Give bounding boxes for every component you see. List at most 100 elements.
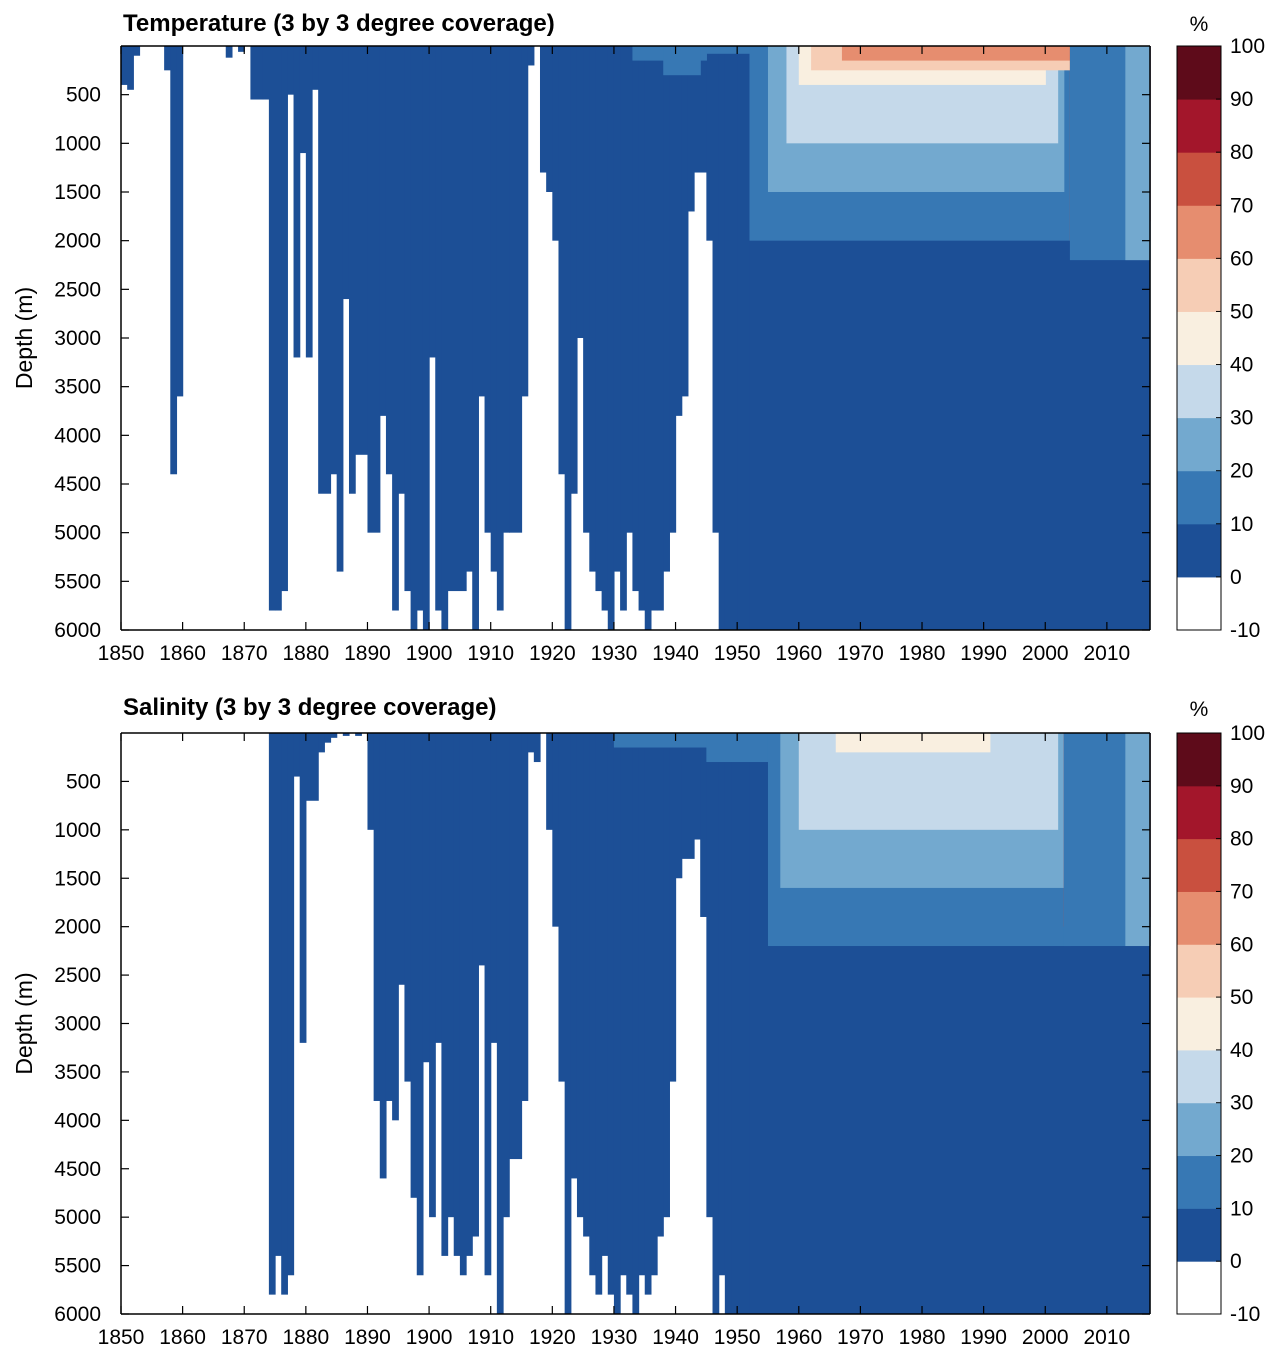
heatmap-cell xyxy=(287,46,295,95)
heatmap-cell xyxy=(422,46,430,630)
heatmap-cell xyxy=(687,46,695,212)
heatmap-cell xyxy=(835,733,991,753)
colorbar-tick-label: 90 xyxy=(1230,88,1253,111)
y-tick-label: 5000 xyxy=(54,1206,101,1229)
x-tick-label: 1880 xyxy=(282,642,329,665)
colorbar-tick-label: 50 xyxy=(1230,986,1253,1009)
x-tick-label: 1890 xyxy=(344,1326,391,1349)
heatmap-cell xyxy=(681,733,695,859)
heatmap-cell xyxy=(521,46,529,397)
heatmap-cell xyxy=(558,733,566,1082)
heatmap-cell xyxy=(355,733,362,736)
heatmap-cell xyxy=(435,733,443,1043)
heatmap-cell xyxy=(416,733,424,1276)
heatmap-cell xyxy=(527,46,535,66)
heatmap-cell xyxy=(466,733,473,1256)
heatmap-cell xyxy=(737,46,751,630)
colorbar-tick-label: 30 xyxy=(1230,1092,1253,1115)
heatmap-cell xyxy=(410,46,418,630)
heatmap-cell xyxy=(238,46,245,52)
colorbar-tick-label: 100 xyxy=(1230,722,1265,745)
chart-title: Salinity (3 by 3 degree coverage) xyxy=(123,694,497,721)
heatmap-cell xyxy=(330,733,338,738)
heatmap-cell xyxy=(478,46,486,397)
heatmap-cell xyxy=(570,46,578,494)
heatmap-cell xyxy=(669,733,677,1082)
heatmap-cell xyxy=(607,733,615,1295)
heatmap-cell xyxy=(472,46,479,630)
y-tick-label: 6000 xyxy=(54,619,101,642)
heatmap-cell xyxy=(305,733,319,801)
heatmap-cell xyxy=(472,733,479,1237)
x-tick-label: 1860 xyxy=(159,642,206,665)
heatmap-cell xyxy=(632,46,640,592)
x-tick-label: 1850 xyxy=(98,1326,145,1349)
heatmap-cell xyxy=(638,733,646,1276)
heatmap-cell xyxy=(367,733,375,830)
heatmap-cell xyxy=(841,46,1071,61)
heatmap-cell xyxy=(663,733,670,1218)
colorbar-tick-label: -10 xyxy=(1230,1303,1260,1326)
heatmap-cell xyxy=(527,733,535,753)
heatmap-cell xyxy=(293,46,301,358)
heatmap-cell xyxy=(379,46,387,416)
heatmap-cell xyxy=(490,733,498,1043)
y-tick-label: 4500 xyxy=(54,1158,101,1181)
colorbar-bin xyxy=(1177,364,1221,419)
x-tick-label: 1870 xyxy=(221,642,268,665)
heatmap-cell xyxy=(583,733,590,1237)
colorbar-tick-label: 60 xyxy=(1230,933,1253,956)
heatmap-cell xyxy=(558,46,566,475)
x-tick-label: 1850 xyxy=(98,642,145,665)
heatmap-cell xyxy=(392,46,399,611)
y-tick-label: 1500 xyxy=(54,181,101,204)
heatmap-cell xyxy=(638,46,646,611)
colorbar-bin xyxy=(1177,523,1221,578)
salinity-heatmap-chart: 1850 1860 1870 1880 1890 1900 1910 1920 1930 1940… xyxy=(11,694,1265,1349)
x-tick-label: 1980 xyxy=(899,642,946,665)
heatmap-cell xyxy=(650,733,658,1276)
heatmap-cell xyxy=(706,46,714,241)
x-tick-label: 1930 xyxy=(591,642,638,665)
heatmap-cell xyxy=(700,733,707,917)
heatmap-cell xyxy=(657,46,664,611)
colorbar-tick-label: 20 xyxy=(1230,1145,1253,1168)
heatmap-cell xyxy=(398,733,406,985)
heatmap-cell xyxy=(176,46,184,397)
heatmap-cell xyxy=(281,733,288,1295)
heatmap-cell xyxy=(385,733,393,1101)
x-tick-label: 1910 xyxy=(467,642,514,665)
x-tick-label: 1970 xyxy=(837,642,884,665)
x-tick-label: 1960 xyxy=(775,642,822,665)
x-tick-label: 1890 xyxy=(344,642,391,665)
heatmap-cell xyxy=(336,46,344,572)
heatmap-cell xyxy=(275,733,282,1256)
heatmap-cell xyxy=(552,46,560,241)
colorbar-frame xyxy=(1176,732,1222,1315)
heatmap-cell xyxy=(275,46,282,611)
heatmap-cell xyxy=(694,733,701,840)
heatmap-cell xyxy=(318,46,332,494)
x-tick-label: 1910 xyxy=(467,1326,514,1349)
x-tick-label: 2010 xyxy=(1084,1326,1131,1349)
heatmap-cell xyxy=(583,46,590,533)
heatmap-cell xyxy=(342,46,350,300)
heatmap-cell xyxy=(305,46,313,358)
x-tick-label: 1980 xyxy=(899,1326,946,1349)
heatmap-cell xyxy=(509,733,523,1160)
heatmap-cell xyxy=(731,733,751,1314)
heatmap-cell xyxy=(576,733,584,1218)
heatmap-cell xyxy=(675,46,683,416)
heatmap-cell xyxy=(447,46,467,592)
heatmap-cell xyxy=(318,733,325,753)
y-tick-label: 2500 xyxy=(54,964,101,987)
colorbar-bin xyxy=(1177,417,1221,472)
x-tick-label: 1960 xyxy=(775,1326,822,1349)
colorbar-tick-label: -10 xyxy=(1230,619,1260,642)
heatmap-cell xyxy=(503,733,510,1218)
colorbar-bin xyxy=(1177,99,1221,153)
colorbar-bin xyxy=(1177,838,1221,892)
y-tick-label: 500 xyxy=(66,770,101,793)
heatmap-cell xyxy=(293,733,301,777)
x-tick-label: 1870 xyxy=(221,1326,268,1349)
